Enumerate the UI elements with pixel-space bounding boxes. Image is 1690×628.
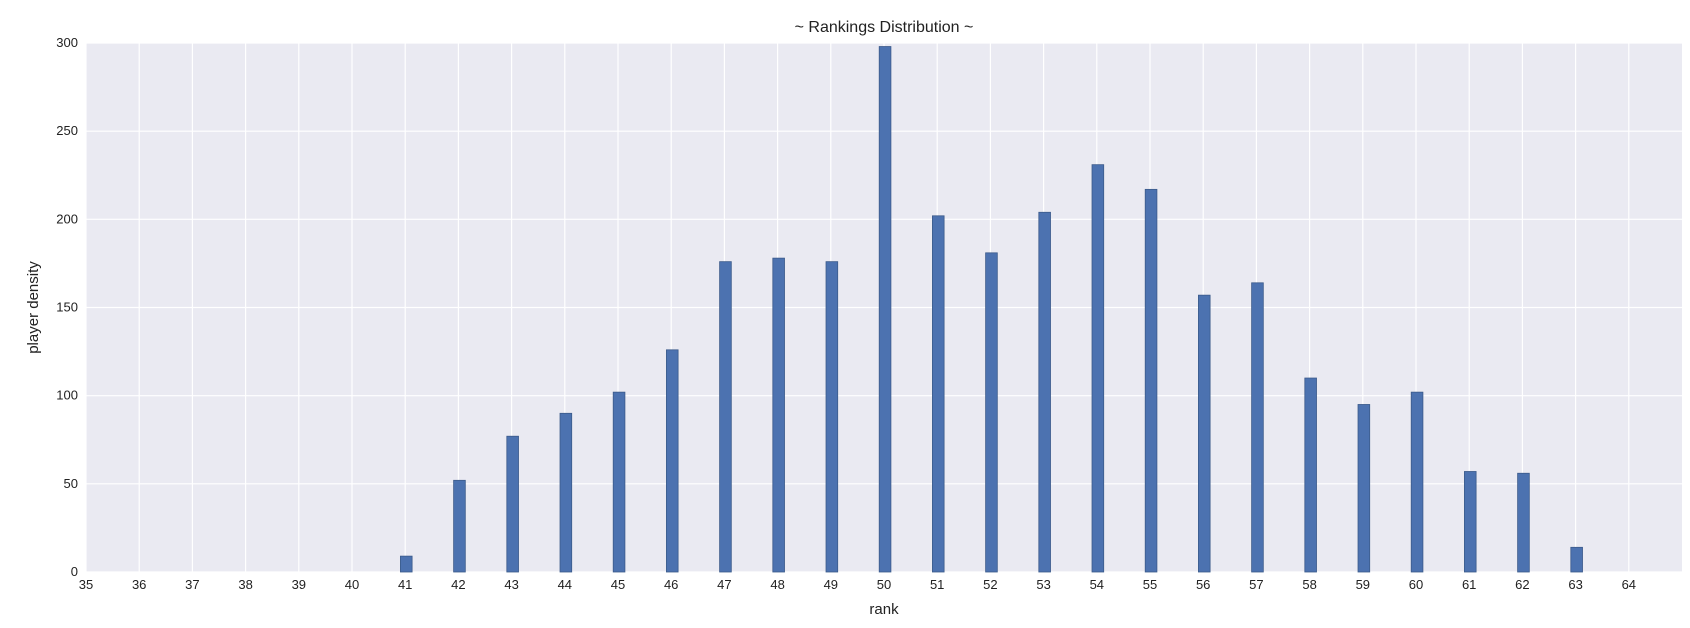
bar-rank-49 [825,261,839,573]
x-tick-label: 63 [1568,577,1582,592]
y-tick-labels: 0 50 100 150 200 250 300 [56,35,78,579]
y-tick-label: 300 [56,35,78,50]
y-tick-label: 200 [56,211,78,226]
bar-rank-60 [1410,391,1424,573]
bar-rank-43 [506,435,519,573]
x-tick-label: 54 [1090,577,1104,592]
bar-rank-53 [1038,211,1051,573]
x-tick-labels: 35 36 37 38 39 40 41 42 43 44 45 46 47 48 49 50 51 52 53 54… [79,577,1636,592]
y-tick-label: 100 [56,388,78,403]
bar-rank-62 [1517,472,1530,573]
x-tick-label: 62 [1515,577,1529,592]
x-tick-label: 38 [238,577,252,592]
bar-rank-55 [1144,188,1158,573]
x-tick-label: 60 [1409,577,1423,592]
x-axis-label: rank [869,601,899,618]
bar-rank-44 [559,412,573,573]
bar-rank-45 [612,391,626,573]
bar-rank-41 [400,555,413,573]
x-tick-label: 45 [611,577,625,592]
y-tick-label: 0 [71,564,78,579]
bar-rank-47 [719,261,732,573]
y-tick-label: 50 [64,476,78,491]
x-tick-label: 43 [504,577,518,592]
bar-rank-61 [1464,471,1477,573]
y-axis-label: player density [25,261,42,354]
chart-title: ~ Rankings Distribution ~ [795,19,974,36]
bar-rank-46 [666,349,679,573]
x-tick-label: 52 [983,577,997,592]
x-tick-label: 42 [451,577,465,592]
bar-rank-54 [1091,164,1105,573]
x-tick-label: 49 [824,577,838,592]
x-tick-label: 46 [664,577,678,592]
y-tick-label: 150 [56,300,78,315]
x-tick-label: 37 [185,577,199,592]
bar-rank-50 [878,46,892,573]
x-tick-label: 57 [1249,577,1263,592]
bar-rank-63 [1570,546,1583,573]
x-tick-label: 48 [770,577,784,592]
x-tick-label: 39 [292,577,306,592]
x-tick-label: 47 [717,577,731,592]
y-tick-label: 250 [56,123,78,138]
x-tick-label: 59 [1356,577,1370,592]
bar-rank-59 [1357,404,1371,573]
bar-rank-42 [453,479,466,573]
x-tick-label: 35 [79,577,93,592]
x-tick-label: 40 [345,577,359,592]
bar-rank-52 [985,252,998,573]
x-tick-label: 50 [877,577,891,592]
bar-rank-51 [932,215,945,573]
bar-rank-57 [1251,282,1264,573]
bars [400,46,1583,573]
bar-rank-56 [1198,294,1211,573]
x-tick-label: 36 [132,577,146,592]
x-tick-label: 58 [1302,577,1316,592]
x-tick-label: 56 [1196,577,1210,592]
x-tick-label: 53 [1036,577,1050,592]
x-tick-label: 44 [558,577,572,592]
x-tick-label: 55 [1143,577,1157,592]
x-tick-label: 51 [930,577,944,592]
bar-rank-58 [1304,377,1317,573]
x-tick-label: 61 [1462,577,1476,592]
x-tick-label: 41 [398,577,412,592]
bar-rank-48 [772,257,785,573]
x-tick-label: 64 [1622,577,1636,592]
